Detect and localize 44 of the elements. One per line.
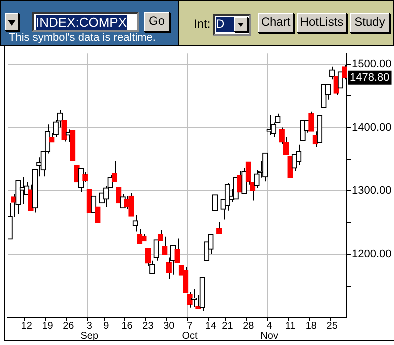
x-tick-label: 9 bbox=[104, 320, 110, 332]
x-tick-label: 19 bbox=[42, 320, 54, 332]
x-tick-label: 28 bbox=[243, 320, 255, 332]
x-tick-label: 11 bbox=[285, 320, 296, 332]
candlestick bbox=[262, 152, 268, 182]
x-tick-label: 3 Sep bbox=[80, 320, 99, 342]
text: This symbol's data is realtime. bbox=[9, 32, 156, 44]
text: Study bbox=[354, 15, 386, 29]
text: INDEX:COMPX bbox=[36, 15, 128, 30]
x-tick-label: 18 bbox=[306, 320, 318, 332]
y-tick-label: 1300.00 bbox=[352, 185, 392, 198]
text: 1478.80 bbox=[350, 72, 390, 84]
x-tick-label: 25 bbox=[326, 320, 338, 332]
candlestick bbox=[78, 168, 84, 193]
y-tick-label: 1500.00 bbox=[352, 58, 392, 70]
x-tick-label: 21 bbox=[222, 320, 234, 332]
x-tick-label: 30 bbox=[164, 320, 176, 332]
candlestick bbox=[16, 180, 22, 215]
text: Go bbox=[148, 14, 165, 28]
candlestick bbox=[150, 260, 156, 274]
x-tick-label: 16 bbox=[122, 320, 134, 332]
candlestick bbox=[162, 236, 168, 256]
candlestick bbox=[154, 240, 160, 262]
candlestick bbox=[191, 288, 198, 308]
text: D bbox=[216, 17, 234, 32]
y-tick-label: 1400.00 bbox=[352, 122, 392, 134]
y-tick-label: 1200.00 bbox=[352, 248, 392, 261]
x-tick-label: 23 bbox=[142, 320, 154, 332]
x-tick-label: 7 Oct bbox=[182, 320, 198, 342]
candlestick bbox=[200, 277, 206, 312]
x-tick-label: 4 Nov bbox=[260, 320, 278, 342]
text: Chart bbox=[261, 15, 291, 29]
candlestick bbox=[242, 168, 248, 194]
candlestick bbox=[296, 144, 302, 166]
candlestick bbox=[308, 111, 314, 132]
x-tick-label: 12 bbox=[21, 320, 33, 332]
candlestick bbox=[330, 66, 336, 80]
x-tick-label: 14 bbox=[205, 320, 217, 332]
candlestick bbox=[128, 192, 134, 217]
text: HotLists bbox=[300, 15, 344, 29]
text: Int: bbox=[194, 17, 211, 31]
candlestick bbox=[224, 182, 231, 212]
candlestick bbox=[132, 214, 138, 232]
x-tick-label: 26 bbox=[63, 320, 75, 332]
